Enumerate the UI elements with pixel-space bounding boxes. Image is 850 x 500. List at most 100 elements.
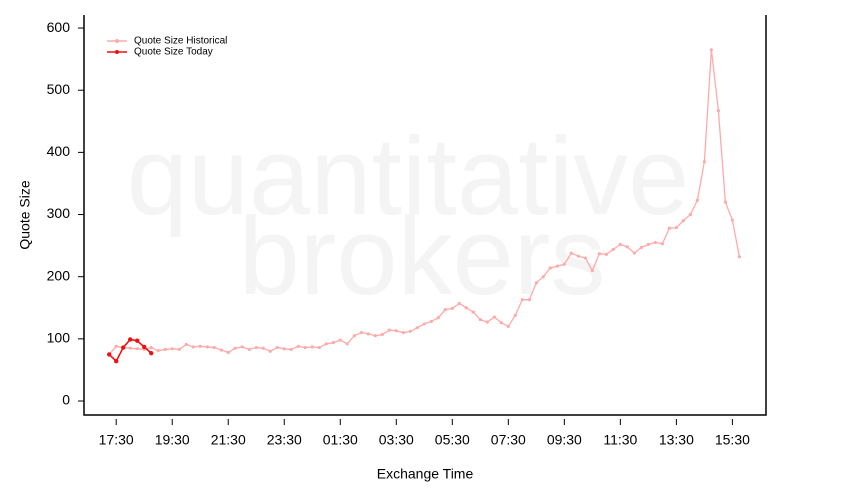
x-tick-label: 23:30 <box>267 432 302 448</box>
point <box>436 316 440 320</box>
x-tick-label: 01:30 <box>323 432 358 448</box>
point <box>317 345 321 350</box>
point <box>212 345 216 350</box>
point <box>723 200 727 204</box>
point <box>387 328 391 332</box>
point <box>380 332 384 337</box>
point <box>163 347 167 352</box>
point <box>205 345 209 349</box>
point <box>128 346 132 350</box>
point <box>268 349 272 353</box>
point <box>688 212 692 217</box>
point <box>366 332 370 336</box>
y-axis-label: Quote Size <box>17 180 33 249</box>
point <box>373 334 377 338</box>
point <box>457 301 461 306</box>
point <box>275 345 279 350</box>
x-tick-label: 17:30 <box>99 432 134 448</box>
point <box>548 266 552 270</box>
point <box>681 219 685 223</box>
legend-label: Quote Size Historical <box>134 36 227 47</box>
point <box>149 350 154 356</box>
point <box>562 262 566 266</box>
point <box>226 350 230 355</box>
point <box>527 298 531 302</box>
point <box>247 347 251 352</box>
point <box>359 331 363 335</box>
point <box>240 345 244 349</box>
x-tick-label: 07:30 <box>491 432 526 448</box>
point <box>632 251 636 255</box>
point <box>555 264 559 268</box>
point <box>415 326 419 330</box>
point <box>394 329 398 333</box>
y-tick-label: 0 <box>62 392 70 408</box>
legend-swatch-point <box>115 39 119 43</box>
point <box>114 359 119 364</box>
watermark: brokers <box>239 195 606 318</box>
point <box>660 242 664 246</box>
point <box>128 337 133 342</box>
point <box>422 322 426 326</box>
point <box>513 313 517 317</box>
point <box>471 310 475 314</box>
point <box>450 306 454 310</box>
point <box>576 254 580 258</box>
legend-label: Quote Size Today <box>134 47 213 58</box>
y-tick-label: 300 <box>47 205 71 221</box>
point <box>625 245 629 249</box>
legend-swatch-point <box>115 50 119 54</box>
point <box>289 347 293 352</box>
point <box>667 226 671 230</box>
point <box>653 240 657 245</box>
point <box>198 344 202 348</box>
x-tick-label: 05:30 <box>435 432 470 448</box>
point <box>107 352 112 357</box>
point <box>324 342 328 346</box>
point <box>590 268 594 273</box>
point <box>646 242 650 246</box>
point <box>709 48 713 52</box>
point <box>177 347 181 352</box>
point <box>282 347 286 351</box>
point <box>499 321 503 325</box>
point <box>401 331 405 335</box>
point <box>618 242 622 246</box>
point <box>583 256 587 260</box>
x-tick-label: 19:30 <box>155 432 190 448</box>
point <box>520 298 524 302</box>
point <box>219 348 223 352</box>
point <box>492 315 496 319</box>
point <box>408 329 412 333</box>
point <box>674 225 678 230</box>
point <box>506 324 510 329</box>
x-axis-label: Exchange Time <box>377 466 474 482</box>
x-tick-label: 15:30 <box>715 432 750 448</box>
x-tick-label: 13:30 <box>659 432 694 448</box>
point <box>702 160 706 164</box>
point <box>485 320 489 324</box>
y-tick-label: 100 <box>47 330 71 346</box>
y-tick-label: 200 <box>47 267 71 283</box>
point <box>464 306 468 310</box>
x-tick-label: 11:30 <box>603 432 637 448</box>
point <box>611 247 615 251</box>
watermark: quantitative <box>127 115 690 238</box>
point <box>156 349 160 353</box>
point <box>170 347 174 351</box>
y-tick-label: 600 <box>47 19 71 35</box>
y-tick-label: 500 <box>47 81 71 97</box>
point <box>261 346 265 350</box>
point <box>191 345 195 349</box>
point <box>597 252 601 256</box>
point <box>310 345 314 349</box>
x-tick-label: 21:30 <box>211 432 246 448</box>
point <box>443 308 447 312</box>
point <box>142 344 147 350</box>
point <box>345 342 349 346</box>
point <box>135 338 140 343</box>
point <box>149 345 153 350</box>
y-tick-label: 400 <box>47 143 71 159</box>
point <box>695 198 699 202</box>
point <box>135 347 139 351</box>
